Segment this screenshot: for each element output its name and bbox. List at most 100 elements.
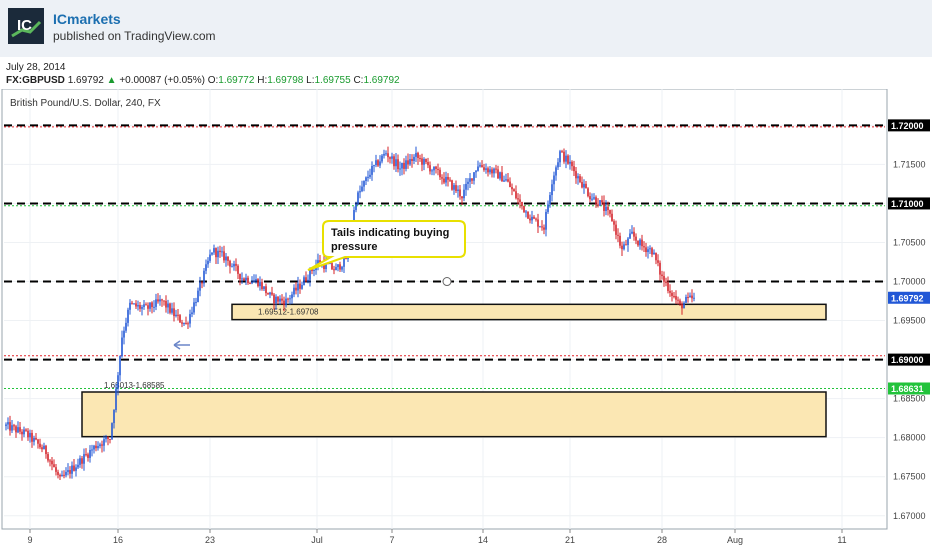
candle-body <box>571 161 573 167</box>
candle-body <box>509 181 511 188</box>
candle-body <box>477 166 479 171</box>
current-price-label: 1.69792 <box>891 293 924 303</box>
candle-body <box>125 322 127 331</box>
candle-body <box>377 160 379 166</box>
candle-body <box>211 252 213 255</box>
candle-body <box>25 429 27 431</box>
candle-body <box>655 252 657 261</box>
candle-body <box>605 206 607 211</box>
candle-body <box>31 432 33 442</box>
candle-body <box>431 170 433 172</box>
price-chart[interactable]: British Pound/U.S. Dollar, 240, FX 1.695… <box>0 88 932 550</box>
candle-body <box>583 183 585 188</box>
logo-icon[interactable]: IC <box>8 8 44 44</box>
candle-body <box>489 169 491 173</box>
candle-body <box>165 300 167 308</box>
y-tick-label: 1.69500 <box>893 316 926 326</box>
candle-body <box>433 166 435 171</box>
candle-body <box>59 474 61 477</box>
candle-body <box>123 330 125 338</box>
candles <box>5 146 695 481</box>
ticker-change: +0.00087 (+0.05%) <box>119 75 205 86</box>
candle-body <box>585 183 587 189</box>
candle-body <box>353 210 355 225</box>
candle-body <box>419 157 421 159</box>
candle-body <box>155 299 157 307</box>
price-axis[interactable]: 1.72000 1.71500 1.71000 1.70500 1.70000 1.695… <box>888 119 930 521</box>
candle-body <box>645 247 647 253</box>
candle-body <box>101 444 103 446</box>
candle-body <box>483 167 485 170</box>
candle-body <box>517 198 519 200</box>
candle-body <box>545 211 547 230</box>
candle-body <box>117 375 119 389</box>
candle-body <box>145 304 147 306</box>
candle-body <box>487 168 489 173</box>
candle-body <box>557 162 559 168</box>
x-tick-label: 7 <box>389 535 394 545</box>
candle-body <box>445 176 447 183</box>
arrow-head <box>173 340 181 350</box>
low-label: L: <box>306 75 315 86</box>
candle-body <box>159 299 161 302</box>
candle-body <box>55 467 57 472</box>
candle-body <box>453 185 455 190</box>
x-tick-label: 28 <box>657 535 667 545</box>
chart-area[interactable]: British Pound/U.S. Dollar, 240, FX 1.695… <box>0 88 932 550</box>
circle-marker <box>442 277 452 287</box>
candle-body <box>179 315 181 323</box>
y-tick-label: 1.70000 <box>893 277 926 287</box>
candle-body <box>449 179 451 181</box>
candle-body <box>429 165 431 172</box>
candle-body <box>325 262 327 269</box>
candle-body <box>405 160 407 169</box>
time-axis[interactable]: 9 16 23 Jul 7 14 21 28 Aug 11 <box>27 529 847 545</box>
candle-body <box>79 458 81 465</box>
candle-body <box>615 224 617 235</box>
candle-body <box>675 296 677 300</box>
candle-body <box>29 432 31 438</box>
author-name[interactable]: ICmarkets <box>53 11 121 27</box>
candle-body <box>661 274 663 277</box>
candle-body <box>133 303 135 305</box>
candle-body <box>587 188 589 197</box>
candle-body <box>213 248 215 253</box>
candle-body <box>295 287 297 291</box>
candle-body <box>331 263 333 270</box>
callout: Tails indicating buying pressure <box>307 220 466 271</box>
candle-body <box>603 202 605 211</box>
candle-body <box>103 439 105 446</box>
candle-body <box>441 177 443 179</box>
candle-body <box>157 299 159 302</box>
candle-body <box>209 254 211 261</box>
candle-body <box>163 300 165 302</box>
candle-body <box>411 159 413 161</box>
candle-body <box>607 206 609 211</box>
candle-body <box>9 422 11 431</box>
zone-rect[interactable] <box>231 303 827 321</box>
candle-body <box>451 180 453 190</box>
candle-body <box>679 300 681 304</box>
publish-date: July 28, 2014 <box>6 62 66 73</box>
candle-body <box>601 200 603 203</box>
candle-body <box>139 305 141 309</box>
level-label-1-71000-bg <box>888 197 930 210</box>
ticker-high: 1.69798 <box>267 75 304 86</box>
candle-body <box>689 295 691 298</box>
candle-body <box>233 263 235 267</box>
candle-body <box>13 425 15 427</box>
candle-body <box>373 165 375 167</box>
candle-body <box>201 282 203 284</box>
candle-body <box>15 426 17 433</box>
candle-body <box>259 282 261 287</box>
y-tick-label: 1.67000 <box>893 511 926 521</box>
zone-rect[interactable] <box>81 391 827 438</box>
candle-body <box>567 155 569 164</box>
candle-body <box>541 226 543 228</box>
candle-body <box>479 165 481 167</box>
candle-body <box>245 277 247 281</box>
candle-body <box>393 156 395 167</box>
candle-body <box>291 294 293 299</box>
candle-body <box>565 155 567 162</box>
candle-body <box>27 430 29 438</box>
